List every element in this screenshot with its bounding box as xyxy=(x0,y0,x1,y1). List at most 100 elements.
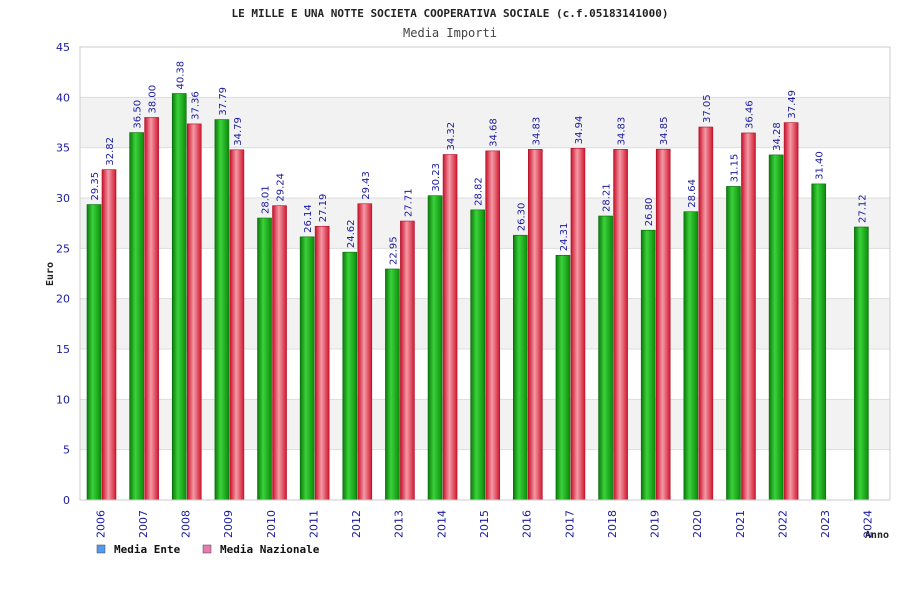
value-label-media-nazionale: 32.82 xyxy=(105,137,116,166)
x-tick-label: 2007 xyxy=(137,510,150,538)
value-label-media-nazionale: 34.83 xyxy=(617,117,628,146)
value-label-media-nazionale: 34.85 xyxy=(659,117,670,146)
legend-label-media-ente: Media Ente xyxy=(114,543,181,556)
y-tick-label: 10 xyxy=(56,393,70,406)
bar-media-nazionale xyxy=(272,205,287,501)
bar-media-nazionale xyxy=(442,154,458,501)
value-label-media-ente: 22.95 xyxy=(388,236,399,265)
value-label-media-nazionale: 34.68 xyxy=(489,118,500,147)
bar-media-nazionale xyxy=(783,122,799,501)
value-labels: 29.35 32.82 36.50 38.00 40.38 37.36 37.79 34.79… xyxy=(90,61,868,265)
x-tick-label: 2019 xyxy=(649,510,662,538)
value-label-media-nazionale: 27.71 xyxy=(403,188,414,217)
legend-label-media-nazionale: Media Nazionale xyxy=(220,543,320,556)
x-tick-label: 2023 xyxy=(819,510,832,538)
bar-media-ente xyxy=(470,209,485,501)
value-label-media-ente: 34.28 xyxy=(772,122,783,151)
x-tick-label: 2018 xyxy=(606,510,619,538)
value-label-media-nazionale: 34.32 xyxy=(446,122,457,151)
bar-media-ente xyxy=(854,226,869,501)
bar-media-ente xyxy=(768,154,784,501)
value-label-media-nazionale: 34.79 xyxy=(233,117,244,146)
y-tick-label: 15 xyxy=(56,343,70,356)
bar-media-nazionale xyxy=(528,149,543,501)
value-label-media-nazionale: 27.19 xyxy=(318,194,329,223)
x-tick-label: 2022 xyxy=(776,510,789,538)
bar-media-nazionale xyxy=(741,132,756,501)
value-label-media-ente: 40.38 xyxy=(175,61,186,90)
bar-media-ente xyxy=(598,215,613,501)
value-label-media-ente: 28.64 xyxy=(687,179,698,208)
value-label-media-ente: 24.62 xyxy=(346,220,357,249)
chart-title: LE MILLE E UNA NOTTE SOCIETA COOPERATIVA… xyxy=(231,7,668,20)
value-label-media-ente: 37.79 xyxy=(218,87,229,116)
y-axis-label: Euro xyxy=(45,262,56,286)
value-label-media-ente: 26.14 xyxy=(303,204,314,233)
bar-media-nazionale xyxy=(570,147,586,501)
y-tick-label: 40 xyxy=(56,91,70,104)
y-tick-label: 5 xyxy=(63,444,70,457)
y-tick-label: 25 xyxy=(56,242,70,255)
x-tick-label: 2024 xyxy=(862,510,875,538)
value-label-media-ente: 28.82 xyxy=(474,177,485,206)
value-label-media-ente: 31.40 xyxy=(815,151,826,180)
legend-item-media-ente[interactable]: Media Ente xyxy=(96,543,181,556)
bar-media-nazionale xyxy=(101,169,117,501)
value-label-media-ente: 28.01 xyxy=(261,185,272,214)
value-label-media-nazionale: 37.49 xyxy=(787,90,798,119)
bar-media-ente xyxy=(427,195,443,501)
value-label-media-ente: 26.30 xyxy=(516,203,527,232)
x-tick-label: 2009 xyxy=(222,510,235,538)
grid-band xyxy=(80,47,890,98)
bar-media-nazionale xyxy=(485,150,500,501)
x-axis-ticks: 2006 2007 2008 2009 2010 2011 2012 2013 2014 2015… xyxy=(94,510,874,538)
x-tick-label: 2012 xyxy=(350,510,363,538)
legend-item-media-nazionale[interactable]: Media Nazionale xyxy=(202,543,320,556)
x-tick-label: 2020 xyxy=(691,510,704,538)
bar-media-ente xyxy=(129,132,144,501)
value-label-media-nazionale: 38.00 xyxy=(148,85,159,114)
value-label-media-ente: 26.80 xyxy=(644,198,655,227)
bar-media-nazionale xyxy=(144,117,159,501)
value-label-media-nazionale: 29.24 xyxy=(276,173,287,202)
x-tick-label: 2016 xyxy=(521,510,534,538)
bar-media-ente xyxy=(555,254,571,501)
value-label-media-ente: 31.15 xyxy=(729,154,740,183)
bar-media-ente xyxy=(683,211,699,501)
bar-media-nazionale xyxy=(613,149,628,501)
x-tick-label: 2008 xyxy=(180,510,193,538)
bar-media-ente xyxy=(171,93,187,501)
x-tick-label: 2011 xyxy=(307,510,320,538)
bar-media-ente xyxy=(513,234,528,501)
value-label-media-nazionale: 29.43 xyxy=(361,171,372,200)
y-tick-label: 45 xyxy=(56,41,70,54)
value-label-media-nazionale: 34.94 xyxy=(574,116,585,145)
bar-media-nazionale xyxy=(357,203,373,501)
plot-border xyxy=(79,46,891,501)
bar-media-ente xyxy=(342,251,358,501)
bar-media-ente xyxy=(640,229,656,501)
bar-media-ente xyxy=(257,217,272,501)
value-label-media-ente: 27.12 xyxy=(857,194,868,223)
legend-swatch-media-ente xyxy=(96,544,106,554)
x-axis-label: Anno xyxy=(865,530,889,541)
y-axis-ticks: 0 5 10 15 20 25 30 35 40 45 xyxy=(56,41,70,507)
y-tick-label: 30 xyxy=(56,192,70,205)
x-tick-label: 2014 xyxy=(435,510,448,538)
value-label-media-ente: 24.31 xyxy=(559,223,570,252)
x-tick-label: 2013 xyxy=(393,510,406,538)
bar-media-nazionale xyxy=(186,123,202,501)
y-tick-label: 35 xyxy=(56,142,70,155)
bar-media-ente xyxy=(214,119,230,501)
bar-media-ente xyxy=(299,236,315,501)
x-tick-label: 2015 xyxy=(478,510,491,538)
bar-media-ente xyxy=(385,268,400,501)
x-tick-label: 2017 xyxy=(563,510,576,538)
value-label-media-nazionale: 37.05 xyxy=(702,94,713,123)
bar-media-nazionale xyxy=(698,126,714,501)
bar-media-nazionale xyxy=(400,220,415,501)
bar-media-nazionale xyxy=(655,148,671,501)
x-tick-label: 2010 xyxy=(265,510,278,538)
value-label-media-ente: 29.35 xyxy=(90,172,101,201)
